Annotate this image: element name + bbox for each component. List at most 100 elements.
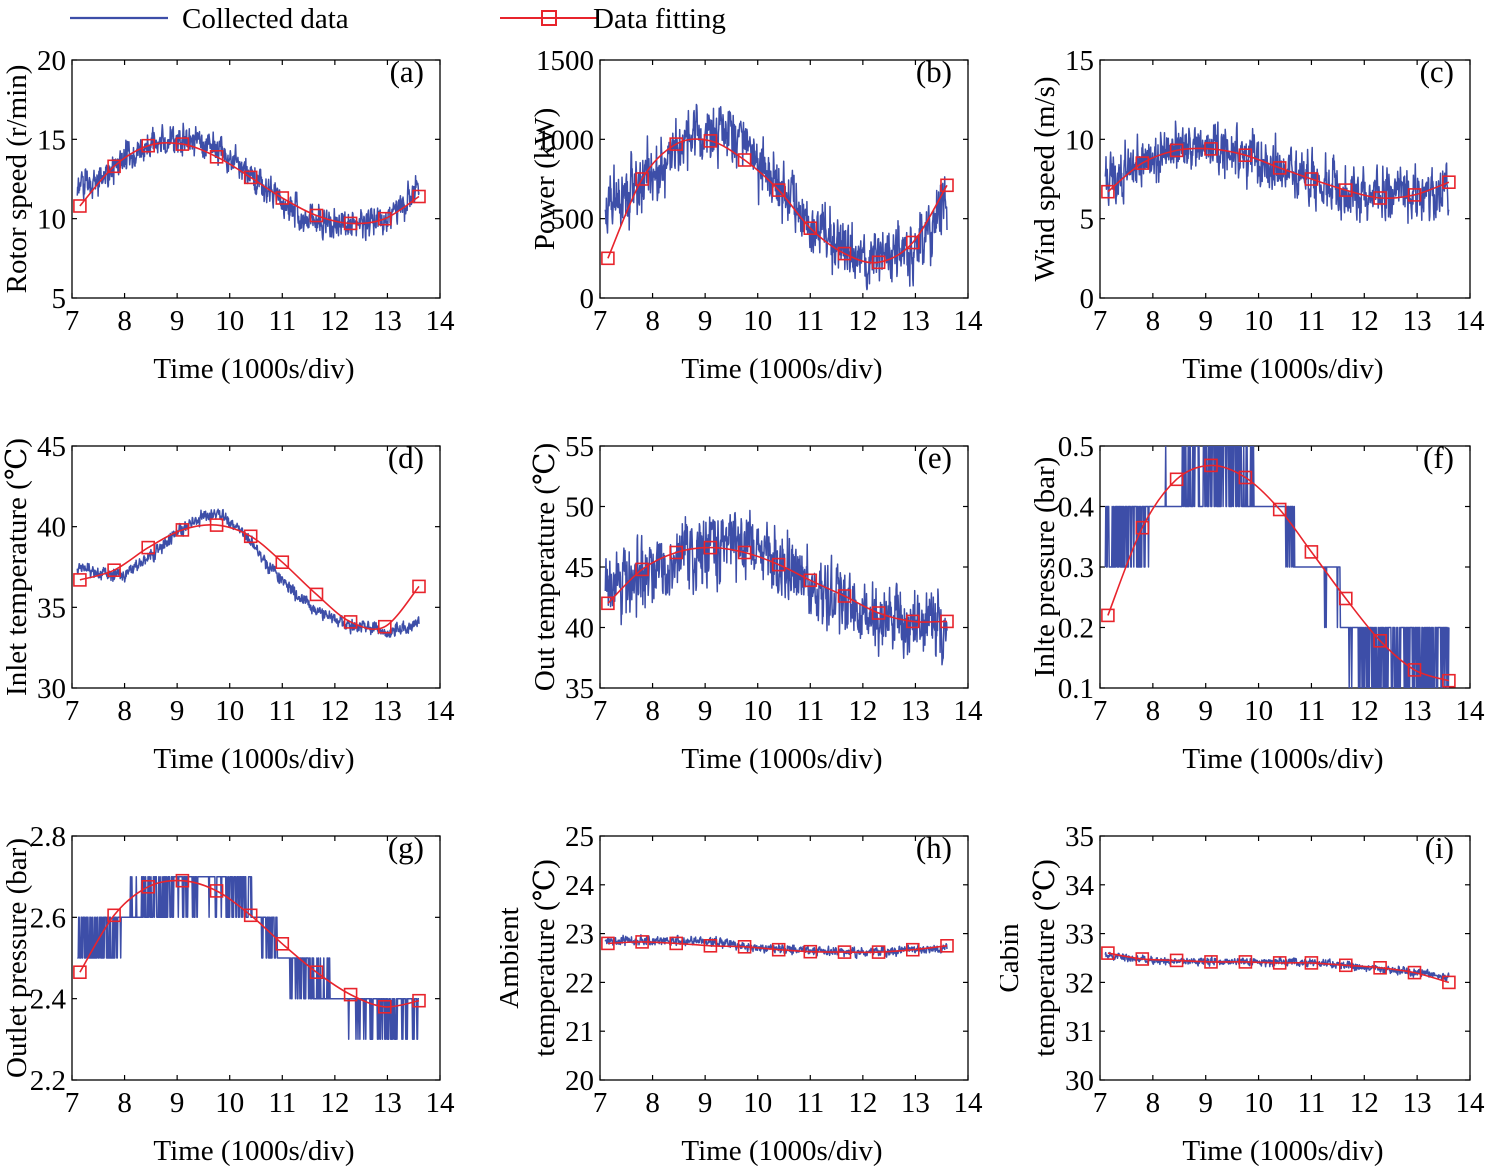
y-tick-label: 35 [565, 673, 594, 705]
y-tick-label: 35 [1065, 821, 1094, 853]
fitting-point [871, 945, 886, 959]
fitting-point [905, 942, 920, 957]
fitting-point [1101, 946, 1115, 960]
panel-label: (d) [388, 440, 424, 475]
fitting-point [871, 255, 886, 270]
collected-data-series [604, 103, 948, 291]
fitting-point [1272, 502, 1287, 517]
x-tick-label: 11 [1297, 1087, 1325, 1119]
fitting-point [309, 587, 324, 602]
y-tick-label: 0.1 [1058, 673, 1094, 705]
plot-frame [71, 835, 441, 1081]
fitting-point [1272, 956, 1287, 970]
fitting-point [141, 880, 155, 894]
y-tick-label: 0.5 [1058, 431, 1094, 463]
panel-label: (a) [390, 54, 424, 89]
x-tick-label: 11 [796, 695, 824, 727]
fitting-point [1407, 188, 1422, 202]
x-tick-label: 14 [426, 1087, 456, 1119]
plot-frame [71, 445, 441, 689]
x-tick-label: 14 [954, 1087, 984, 1119]
fitting-curve [79, 524, 420, 630]
chart-panel-f: 7 8 9 10 11 12 13 14 0.1 0.2 0.3 0.4 0.5 Time (1000s/… [1000, 386, 1500, 776]
y-axis-label-line: temperature (℃) [529, 859, 561, 1056]
x-tick-label: 12 [320, 305, 349, 337]
fitting-point [243, 908, 258, 923]
x-tick-label: 11 [268, 1087, 296, 1119]
fitting-point [275, 937, 290, 951]
fitting-point [175, 873, 190, 888]
y-tick-label: 35 [37, 592, 66, 624]
fitting-point [141, 138, 155, 153]
fitting-point [1204, 955, 1218, 969]
x-tick-label: 8 [645, 305, 660, 337]
x-tick-label: 13 [1403, 1087, 1432, 1119]
fitting-point [1238, 955, 1253, 969]
panel-label: (c) [1420, 54, 1454, 89]
fitting-point [73, 965, 87, 979]
chart-panel-c: 7 8 9 10 11 12 13 14 0 5 10 15 Time (1000s/div) Wind … [1000, 0, 1500, 390]
fitting-point [209, 518, 224, 532]
x-tick-label: 8 [1146, 695, 1161, 727]
panel-label: (g) [388, 830, 424, 865]
fitting-point [73, 199, 87, 213]
x-axis-label: Time (1000s/div) [153, 1135, 354, 1166]
x-tick-label: 7 [1093, 695, 1108, 727]
x-tick-label: 8 [1146, 1087, 1161, 1119]
x-tick-label: 10 [743, 305, 772, 337]
x-tick-label: 9 [170, 695, 185, 727]
fitting-curve [79, 879, 420, 1008]
y-axis-label-line: temperature (℃) [1029, 859, 1061, 1056]
collected-data-series [1104, 951, 1450, 983]
plot-frame [1099, 59, 1471, 299]
plot-frame [1099, 835, 1471, 1081]
x-axis-label: Time (1000s/div) [1182, 743, 1383, 775]
fitting-point [243, 529, 258, 544]
fitting-point [1407, 663, 1422, 677]
fitting-curve [79, 141, 420, 225]
fitting-point [175, 137, 190, 151]
x-tick-label: 9 [170, 305, 185, 337]
fitting-point [737, 545, 752, 560]
fitting-point [837, 246, 852, 261]
x-tick-label: 10 [743, 1087, 772, 1119]
chart-a: 7 8 9 10 11 12 13 14 5 10 15 20 Time (1000s/div) Roto… [1, 45, 455, 385]
fitting-point [1338, 183, 1353, 197]
x-axis-label: Time (1000s/div) [153, 353, 354, 385]
y-tick-label: 0 [580, 283, 595, 315]
fitting-point [737, 940, 752, 954]
fitting-point [343, 987, 358, 1002]
y-tick-label: 0.3 [1058, 552, 1094, 584]
x-tick-label: 7 [65, 305, 80, 337]
y-tick-label: 2.8 [30, 821, 66, 853]
fitting-point [803, 944, 818, 959]
x-tick-label: 14 [1456, 695, 1486, 727]
fitting-point [1169, 472, 1184, 487]
fitting-point [1272, 161, 1287, 175]
y-axis-label: Inlte pressure (bar) [1029, 457, 1061, 678]
x-tick-label: 12 [320, 1087, 349, 1119]
y-tick-label: 0.4 [1058, 492, 1095, 524]
x-tick-label: 12 [1350, 1087, 1379, 1119]
fitting-point [737, 153, 752, 167]
x-tick-label: 10 [1244, 305, 1273, 337]
x-axis-label: Time (1000s/div) [153, 743, 354, 775]
x-tick-label: 13 [901, 1087, 930, 1119]
x-axis-label: Time (1000s/div) [681, 353, 882, 385]
fitting-point [803, 221, 818, 235]
x-tick-label: 10 [215, 1087, 244, 1119]
y-tick-label: 24 [565, 870, 595, 902]
y-tick-label: 22 [565, 967, 594, 999]
fitting-curve [607, 941, 948, 954]
collected-data-series [1104, 120, 1450, 224]
x-tick-label: 12 [1350, 305, 1379, 337]
x-tick-label: 10 [743, 695, 772, 727]
fitting-point [771, 557, 786, 572]
y-tick-label: 5 [52, 283, 67, 315]
fitting-point [1407, 965, 1422, 980]
fitting-point [73, 573, 87, 587]
chart-panel-b: 7 8 9 10 11 12 13 14 0 500 1000 1500 Time (1000s/div… [500, 0, 1000, 390]
fitting-point [1304, 172, 1319, 186]
fitting-point [703, 939, 718, 953]
fitting-point [601, 251, 615, 266]
